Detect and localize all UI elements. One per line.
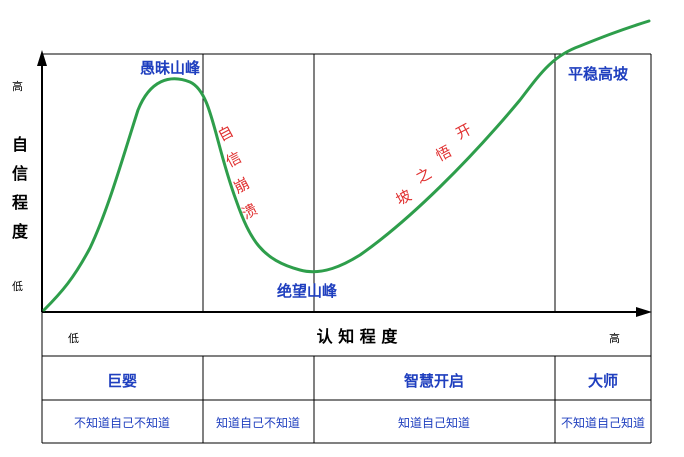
x-axis-low-label: 低 (68, 332, 79, 345)
x-axis-high-label: 高 (609, 331, 620, 345)
y-axis-title: 自信程度 (12, 135, 29, 241)
x-axis-title: 认 知 程 度 (317, 327, 399, 346)
crash-group-char: 溃 (239, 200, 261, 223)
confidence-curve (42, 19, 651, 312)
y-axis-arrow (37, 50, 47, 66)
y-axis-title-char: 信 (12, 164, 28, 183)
y-axis-title-char: 度 (12, 222, 29, 241)
stage-name-1: 巨婴 (107, 372, 137, 390)
y-axis-low-label: 低 (12, 280, 23, 293)
y-axis-title-char: 程 (12, 193, 28, 212)
slope-group-char: 悟 (433, 142, 455, 165)
crash-group-char: 自 (215, 122, 237, 145)
valley-label: 绝望山峰 (277, 282, 338, 300)
stage-desc-2: 知道自己不知道 (216, 416, 300, 430)
stage-name-4: 大师 (588, 372, 618, 390)
stage-table (41, 312, 652, 444)
x-axis-arrow (636, 307, 652, 317)
slope-group-char: 之 (413, 164, 435, 187)
crash-group-char: 信 (223, 148, 245, 171)
stage-desc-3: 知道自己知道 (398, 416, 470, 430)
stage-desc-4: 不知道自己知道 (561, 416, 645, 430)
stage-desc-1: 不知道自己不知道 (74, 416, 170, 430)
y-axis-high-label: 高 (12, 79, 23, 93)
plateau-label: 平稳高坡 (568, 65, 628, 83)
slope-group-char: 开 (453, 120, 475, 143)
crash-group-char: 崩 (231, 174, 253, 197)
peak-label: 愚昧山峰 (140, 59, 201, 77)
stage-name-3: 智慧开启 (404, 372, 464, 390)
y-axis-title-char: 自 (12, 135, 28, 154)
slope-group-char: 坡 (393, 186, 415, 209)
